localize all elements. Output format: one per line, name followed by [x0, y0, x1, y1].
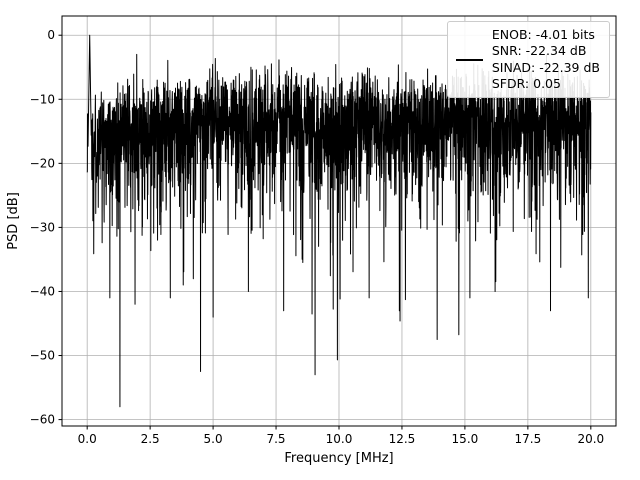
legend-entry-sinad: SINAD: -22.39 dB	[491, 59, 600, 75]
svg-text:5.0: 5.0	[204, 432, 223, 446]
svg-text:2.5: 2.5	[141, 432, 160, 446]
svg-text:−40: −40	[30, 284, 55, 298]
svg-text:−30: −30	[30, 220, 55, 234]
svg-text:−60: −60	[30, 413, 55, 427]
svg-text:15.0: 15.0	[452, 432, 479, 446]
y-axis-label: PSD [dB]	[6, 192, 21, 250]
svg-text:12.5: 12.5	[389, 432, 416, 446]
svg-text:−20: −20	[30, 156, 55, 170]
svg-text:−50: −50	[30, 349, 55, 363]
x-axis-label: Frequency [MHz]	[284, 451, 393, 466]
svg-text:−10: −10	[30, 92, 55, 106]
legend-entry-sfdr: SFDR: 0.05	[491, 75, 561, 91]
legend: ENOB: -4.01 bits SNR: -22.34 dB SINAD: -…	[446, 21, 610, 98]
svg-text:10.0: 10.0	[326, 432, 353, 446]
svg-text:20.0: 20.0	[577, 432, 604, 446]
legend-entry-snr: SNR: -22.34 dB	[491, 43, 587, 59]
svg-text:7.5: 7.5	[266, 432, 285, 446]
legend-line-sample-icon	[455, 58, 483, 61]
legend-entry-enob: ENOB: -4.01 bits	[491, 27, 595, 42]
svg-text:0: 0	[47, 28, 55, 42]
legend-entries: ENOB: -4.01 bits SNR: -22.34 dB SINAD: -…	[492, 27, 600, 92]
svg-text:0.0: 0.0	[78, 432, 97, 446]
svg-text:17.5: 17.5	[515, 432, 542, 446]
